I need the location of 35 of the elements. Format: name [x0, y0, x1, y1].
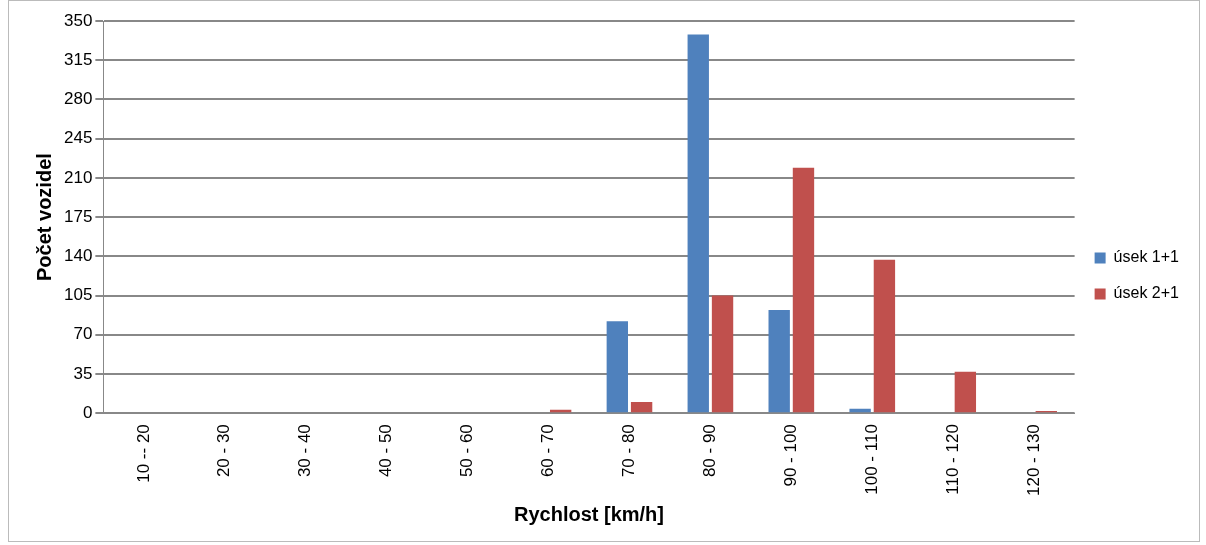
x-tick-label: 10 -- 20 [133, 424, 153, 483]
x-tick-label: 50 - 60 [457, 424, 477, 478]
bar [606, 321, 628, 413]
legend-label: úsek 1+1 [1113, 248, 1180, 266]
x-axis-title: Rychlost [km/h] [513, 502, 665, 525]
y-tick-label: 175 [63, 206, 93, 226]
y-axis-title: Počet vozidel [32, 153, 55, 281]
y-tick-label: 70 [73, 324, 93, 344]
y-tick-label: 140 [63, 245, 93, 265]
y-tick-label: 35 [73, 363, 93, 383]
bar [954, 371, 977, 413]
x-tick-label: 90 - 100 [781, 424, 801, 487]
x-tick-label: 110 - 120 [942, 424, 962, 495]
x-tick-label: 80 - 90 [700, 424, 720, 478]
y-tick-label: 0 [82, 402, 93, 422]
bar [768, 310, 790, 413]
bar [792, 167, 815, 413]
bar [687, 34, 709, 413]
x-tick-label: 60 - 70 [538, 424, 558, 478]
bar [873, 259, 896, 413]
y-tick-label: 210 [63, 167, 93, 187]
y-tick-label: 105 [63, 285, 93, 305]
y-tick-label: 315 [63, 49, 93, 69]
bar [711, 295, 734, 413]
y-tick-label: 245 [63, 128, 93, 148]
x-tick-label: 20 - 30 [214, 424, 234, 478]
x-tick-label: 120 - 130 [1023, 424, 1043, 497]
x-tick-label: 70 - 80 [619, 424, 639, 478]
bar [630, 401, 653, 413]
x-tick-label: 30 - 40 [295, 424, 315, 478]
x-tick-label: 40 - 50 [376, 424, 396, 478]
legend-label: úsek 2+1 [1113, 284, 1180, 302]
y-tick-label: 350 [63, 10, 93, 30]
x-tick-label: 100 - 110 [861, 424, 881, 495]
y-tick-label: 280 [63, 89, 93, 109]
